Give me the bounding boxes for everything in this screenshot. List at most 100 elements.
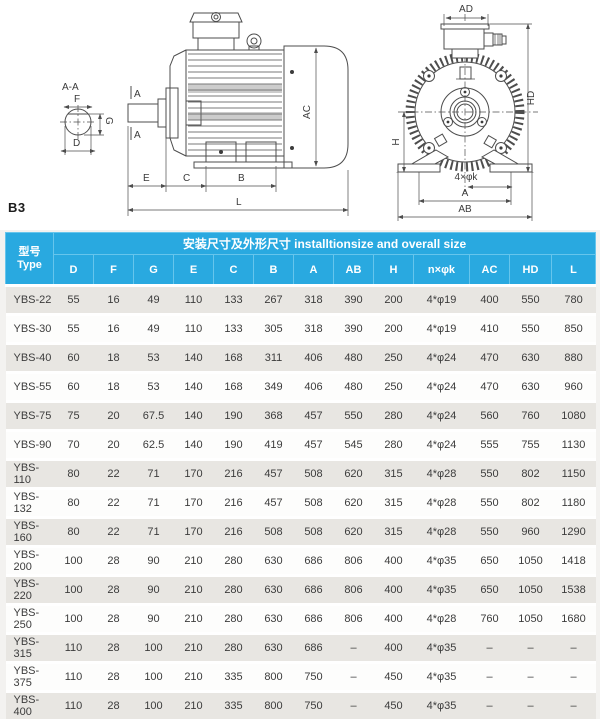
- table-row: YBS-315 110 28 100 210 280 630 686–400 4*φ35– – –: [5, 632, 596, 663]
- dimension-cell: 280: [373, 400, 414, 431]
- dimension-cell: 960: [551, 371, 596, 402]
- row-type-label: YBS-250: [5, 603, 54, 634]
- dimension-cell: 170: [173, 516, 214, 547]
- dimension-cell: 100: [53, 603, 94, 634]
- dimension-cell: 210: [173, 603, 214, 634]
- col-header-hd: HD: [509, 254, 552, 286]
- dimension-cell: 410: [469, 313, 510, 344]
- dimension-cell: 630: [509, 371, 552, 402]
- dimension-cell: 450: [373, 690, 414, 719]
- motor-side-view: A A: [127, 12, 349, 216]
- dimension-cell: –: [333, 690, 374, 719]
- table-row: YBS-132 80 22 71 170 216 457 508 620 315 4*φ28 550 8…: [5, 487, 596, 518]
- dimension-cell: 630: [253, 545, 294, 576]
- dim-g-label: G: [103, 117, 114, 125]
- dimension-cell: 140: [173, 429, 214, 460]
- dim-l-label: L: [236, 197, 242, 208]
- dimension-cell: 280: [213, 574, 254, 605]
- dimension-cell: 4*φ19: [413, 313, 470, 344]
- dimension-cell: 4*φ28: [413, 487, 470, 518]
- row-type-label: YBS-220: [5, 574, 54, 605]
- dim-h-label: H: [391, 138, 402, 145]
- dimension-cell: 315: [373, 458, 414, 489]
- dimension-cell: 311: [253, 342, 294, 373]
- dimension-cell: 1290: [551, 516, 596, 547]
- dimension-cell: 802: [509, 487, 552, 518]
- dimension-cell: 1150: [551, 458, 596, 489]
- dimension-cell: 100: [53, 574, 94, 605]
- dimension-cell: 53: [133, 342, 174, 373]
- dimension-cell: 216: [213, 516, 254, 547]
- dimension-cell: 250: [373, 342, 414, 373]
- col-header-h: H: [373, 254, 414, 286]
- dimension-cell: 210: [173, 632, 214, 663]
- dim-hd-label: HD: [526, 91, 537, 105]
- dimension-cell: 1130: [551, 429, 596, 460]
- dimension-cell: 28: [93, 632, 134, 663]
- dimension-cell: 620: [333, 458, 374, 489]
- dimension-cell: 4*φ24: [413, 342, 470, 373]
- dimension-cell: 20: [93, 400, 134, 431]
- dimension-cell: 686: [293, 545, 334, 576]
- dimension-cell: 210: [173, 545, 214, 576]
- type-header-en: Type: [17, 258, 42, 271]
- dimension-cell: 1180: [551, 487, 596, 518]
- dimension-cell: 760: [469, 603, 510, 634]
- dimension-cell: 457: [293, 400, 334, 431]
- dimension-cell: 22: [93, 458, 134, 489]
- row-type-label: YBS-55: [5, 371, 54, 402]
- dimension-cell: 406: [293, 371, 334, 402]
- dimension-cell: 800: [253, 690, 294, 719]
- dimension-cell: 70: [53, 429, 94, 460]
- dimension-cell: 67.5: [133, 400, 174, 431]
- motor-front-view: AD HD H 4×φk A AB: [391, 4, 538, 221]
- dimension-cell: 100: [133, 690, 174, 719]
- dimension-cell: 390: [333, 284, 374, 315]
- dimension-cell: 110: [173, 313, 214, 344]
- dimension-cell: 780: [551, 284, 596, 315]
- dimension-cell: 280: [373, 429, 414, 460]
- dimension-cell: 168: [213, 371, 254, 402]
- dimension-cell: 4*φ24: [413, 371, 470, 402]
- dimension-cell: 550: [333, 400, 374, 431]
- col-header-a: A: [293, 254, 334, 286]
- mounting-code-label: B3: [8, 200, 26, 215]
- dimension-cell: 190: [213, 400, 254, 431]
- dimension-cell: –: [509, 690, 552, 719]
- dimension-cell: 800: [253, 661, 294, 692]
- dimension-cell: 508: [253, 516, 294, 547]
- type-column-header: 型号 Type: [5, 232, 54, 286]
- dimension-cell: 4*φ35: [413, 690, 470, 719]
- col-header-d: D: [53, 254, 94, 286]
- row-type-label: YBS-22: [5, 284, 54, 315]
- dimension-cell: 508: [293, 516, 334, 547]
- dimension-cell: 305: [253, 313, 294, 344]
- dimension-cell: 400: [373, 574, 414, 605]
- dimension-cell: 28: [93, 545, 134, 576]
- dimension-cell: 400: [373, 632, 414, 663]
- dimension-cell: 686: [293, 574, 334, 605]
- dimension-cell: 140: [173, 400, 214, 431]
- dimension-cell: 318: [293, 284, 334, 315]
- dimension-cell: 880: [551, 342, 596, 373]
- dimension-cell: 60: [53, 371, 94, 402]
- dimension-cell: 210: [173, 574, 214, 605]
- dimension-cell: 750: [293, 690, 334, 719]
- col-header-nxk: n×φk: [413, 254, 470, 286]
- dimension-cell: 80: [53, 487, 94, 518]
- row-type-label: YBS-160: [5, 516, 54, 547]
- table-row: YBS-110 80 22 71 170 216 457 508 620 315 4*φ28 550 8…: [5, 458, 596, 489]
- dimension-cell: 620: [333, 487, 374, 518]
- dimension-cell: 630: [253, 632, 294, 663]
- dimension-cell: –: [551, 661, 596, 692]
- dim-d-label: D: [73, 138, 80, 149]
- dimension-cell: 960: [509, 516, 552, 547]
- dimension-cell: 210: [173, 661, 214, 692]
- col-header-c: C: [213, 254, 254, 286]
- dimension-cell: 28: [93, 603, 134, 634]
- dimension-cell: 250: [373, 371, 414, 402]
- dim-f-label: F: [74, 94, 80, 105]
- dimension-cell: 470: [469, 342, 510, 373]
- dimension-cell: 100: [53, 545, 94, 576]
- dimension-cell: 755: [509, 429, 552, 460]
